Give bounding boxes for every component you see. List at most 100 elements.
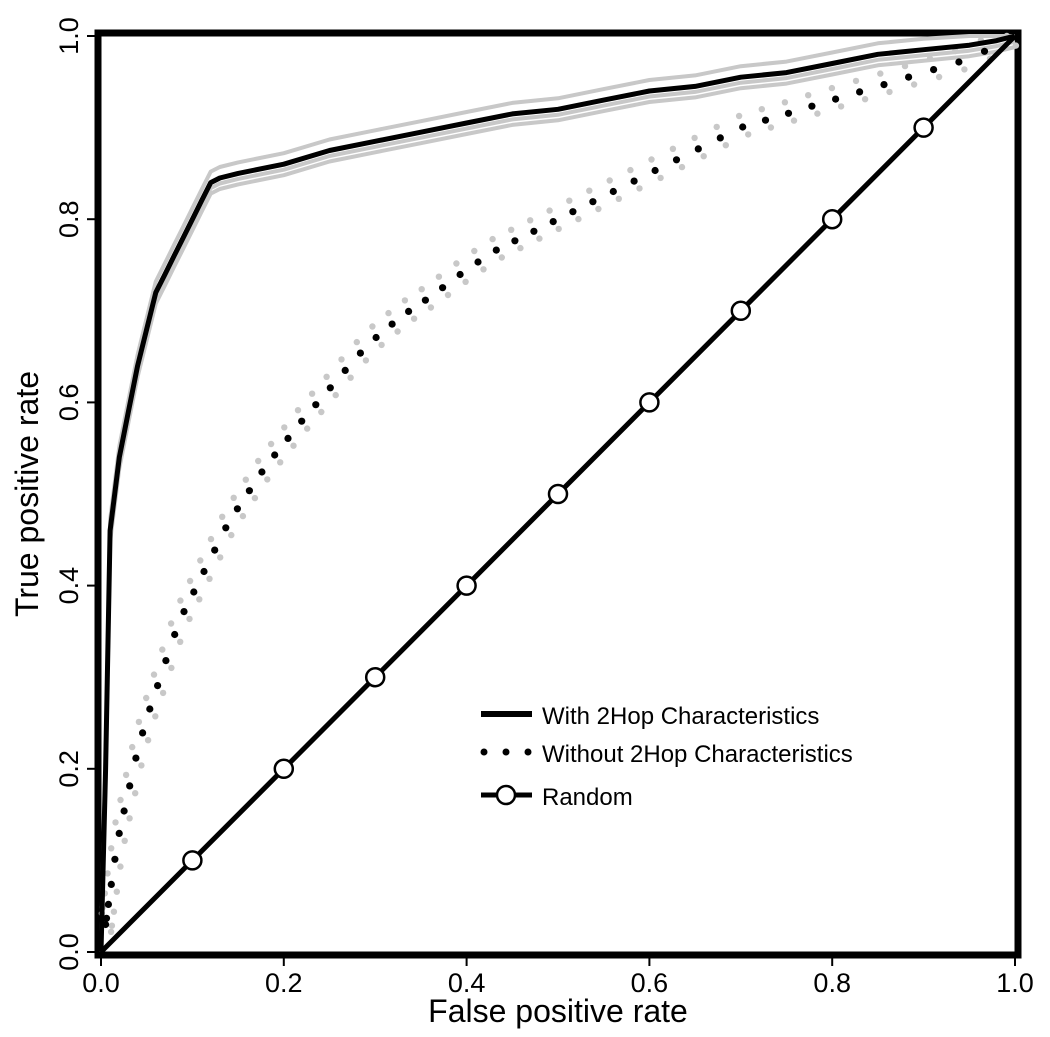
without-2hop-dot-45 (672, 156, 681, 164)
without-2hop-shadow-dot-b-41 (586, 187, 593, 194)
without-2hop-dot-44 (651, 166, 659, 175)
without-2hop-shadow-dot-a-18 (228, 531, 235, 539)
without-2hop-shadow-dot-b-3 (104, 870, 111, 877)
without-2hop-shadow-dot-a-30 (394, 328, 401, 335)
without-2hop-dot-47 (716, 134, 724, 142)
without-2hop-dot-11 (154, 682, 162, 690)
without-2hop-shadow-dot-b-5 (112, 819, 119, 826)
without-2hop-shadow-dot-a-49 (767, 124, 775, 131)
without-2hop-shadow-dot-b-17 (207, 535, 215, 543)
without-2hop-shadow-dot-a-25 (318, 408, 325, 416)
without-2hop-shadow-dot-a-9 (144, 737, 152, 744)
without-2hop-dot-3 (107, 880, 115, 889)
random-marker-8 (821, 208, 843, 230)
without-2hop-shadow-dot-b-52 (828, 84, 836, 92)
without-2hop-shadow-dot-a-1 (108, 922, 116, 929)
without-2hop-shadow-dot-a-46 (700, 153, 707, 160)
without-2hop-shadow-dot-b-14 (177, 597, 184, 604)
legend-swatch-random-marker (495, 784, 517, 806)
x-axis-label: False positive rate (428, 993, 688, 1029)
without-2hop-shadow-dot-b-56 (926, 55, 934, 62)
without-2hop-shadow-dot-b-49 (758, 106, 765, 113)
plot-frame (94, 29, 1022, 959)
without-2hop-dot-55 (905, 73, 913, 81)
without-2hop-shadow-dot-a-4 (117, 863, 124, 870)
without-2hop-dot-31 (405, 307, 413, 315)
without-2hop-shadow-dot-a-57 (961, 66, 968, 73)
without-2hop-shadow-dot-b-47 (713, 123, 720, 131)
without-2hop-shadow-dot-a-39 (555, 225, 562, 233)
y-axis-ticks: 0.0 0.2 0.4 0.6 0.8 1.0 (54, 17, 98, 971)
without-2hop-shadow-dot-b-6 (117, 796, 124, 804)
without-2hop-shadow-dot-b-28 (353, 338, 360, 346)
without-2hop-dot-15 (190, 588, 198, 596)
without-2hop-dot-0 (102, 920, 110, 929)
without-2hop-dot-17 (211, 546, 219, 554)
without-2hop-shadow-dot-a-40 (575, 215, 582, 223)
without-2hop-shadow-dot-a-31 (410, 315, 418, 322)
without-2hop-shadow-dot-a-21 (264, 476, 271, 483)
without-2hop-dot-34 (456, 270, 464, 279)
without-2hop-dot-19 (233, 505, 241, 513)
without-2hop-shadow-dot-a-28 (362, 357, 370, 364)
without-2hop-dot-6 (120, 807, 128, 815)
without-2hop-dot-36 (492, 246, 500, 254)
random-marker-6 (639, 392, 660, 413)
without-2hop-shadow-dot-a-27 (347, 374, 354, 381)
without-2hop-shadow-dot-a-23 (290, 442, 297, 449)
random-marker-9 (913, 117, 934, 138)
without-2hop-shadow-dot-b-26 (323, 373, 330, 380)
without-2hop-shadow-dot-b-4 (108, 845, 115, 852)
random-marker-1 (182, 850, 203, 871)
legend-swatch-without-2hop-dot-3 (524, 748, 532, 756)
without-2hop-shadow-dot-b-37 (508, 226, 515, 233)
without-2hop-shadow-dot-a-34 (462, 278, 469, 285)
x-tick-label-4: 0.8 (813, 968, 851, 998)
without-2hop-shadow-dot-b-39 (546, 207, 553, 214)
y-tick-label-2: 0.4 (54, 567, 84, 605)
without-2hop-shadow-dot-b-43 (627, 166, 634, 174)
without-2hop-shadow-dot-a-24 (304, 425, 311, 432)
without-2hop-shadow-dot-a-16 (206, 575, 213, 582)
without-2hop-shadow-dot-b-50 (781, 99, 789, 106)
without-2hop-dot-10 (146, 705, 154, 713)
legend-label-with-2hop: With 2Hop Characteristics (542, 703, 819, 730)
with-2hop-line (98, 33, 1016, 953)
without-2hop-shadow-dot-a-5 (121, 837, 128, 844)
y-tick-label-1: 0.2 (54, 750, 84, 788)
without-2hop-shadow-dot-b-10 (143, 694, 150, 702)
legend: With 2Hop Characteristics Without 2Hop C… (480, 703, 853, 811)
without-2hop-shadow-dot-a-55 (910, 81, 918, 88)
without-2hop-shadow-dot-a-20 (251, 494, 259, 502)
random-marker-5 (547, 483, 569, 505)
without-2hop-dot-39 (549, 218, 557, 226)
without-2hop-shadow-dot-b-54 (877, 70, 884, 77)
without-2hop-dot-30 (388, 320, 396, 328)
without-2hop-shadow-dot-b-22 (267, 440, 275, 448)
without-2hop-shadow-dot-b-18 (219, 513, 226, 520)
without-2hop-shadow-dot-a-19 (239, 512, 247, 520)
without-2hop-shadow-dot-b-13 (167, 620, 175, 627)
without-2hop-shadow-dot-b-36 (489, 235, 496, 243)
without-2hop-shadow-dot-a-45 (678, 163, 686, 171)
without-2hop-shadow-dot-a-3 (113, 888, 121, 895)
random-marker-4 (456, 575, 477, 596)
without-2hop-dot-38 (530, 227, 538, 235)
without-2hop-shadow-dot-b-24 (294, 407, 302, 414)
without-2hop-dot-33 (439, 284, 447, 292)
y-axis-label: True positive rate (9, 371, 45, 617)
without-2hop-shadow-dot-a-8 (138, 762, 145, 769)
without-2hop-shadow-dot-b-12 (159, 646, 166, 653)
without-2hop-shadow-dot-b-44 (648, 156, 655, 163)
without-2hop-shadow-dot-a-17 (217, 554, 224, 561)
without-2hop-dot-23 (284, 434, 292, 442)
random-marker-3 (364, 666, 386, 688)
without-2hop-shadow-dot-a-36 (498, 254, 505, 261)
without-2hop-shadow-dot-b-11 (150, 671, 158, 678)
without-2hop-dot-57 (955, 58, 963, 66)
without-2hop-shadow-dot-a-52 (837, 103, 845, 110)
without-2hop-shadow-dot-a-56 (935, 73, 943, 81)
without-2hop-dot-40 (569, 208, 577, 216)
y-tick-label-4: 0.8 (54, 200, 84, 238)
